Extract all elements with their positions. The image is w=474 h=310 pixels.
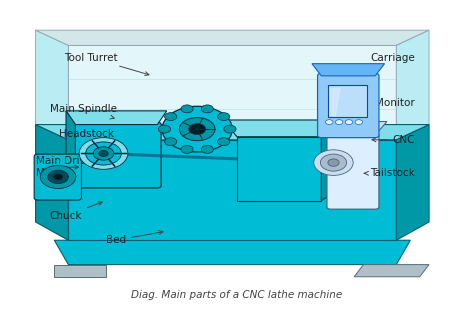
Circle shape bbox=[218, 113, 230, 121]
Polygon shape bbox=[36, 30, 429, 45]
Circle shape bbox=[99, 150, 108, 157]
Polygon shape bbox=[36, 30, 68, 140]
Circle shape bbox=[181, 105, 193, 113]
Polygon shape bbox=[237, 137, 321, 201]
Circle shape bbox=[189, 124, 206, 135]
Circle shape bbox=[345, 120, 353, 125]
Circle shape bbox=[320, 154, 346, 171]
Circle shape bbox=[179, 117, 215, 141]
Polygon shape bbox=[320, 122, 387, 135]
Polygon shape bbox=[36, 125, 68, 240]
Circle shape bbox=[181, 145, 193, 153]
Circle shape bbox=[218, 138, 230, 146]
Circle shape bbox=[86, 142, 121, 165]
Text: Bed: Bed bbox=[106, 231, 163, 245]
Polygon shape bbox=[36, 125, 429, 140]
Polygon shape bbox=[223, 120, 336, 137]
Text: Diag. Main parts of a CNC lathe machine: Diag. Main parts of a CNC lathe machine bbox=[131, 290, 343, 300]
Circle shape bbox=[40, 165, 76, 188]
FancyBboxPatch shape bbox=[318, 73, 379, 138]
Circle shape bbox=[201, 145, 213, 153]
Circle shape bbox=[336, 120, 343, 125]
Text: Main Spindle: Main Spindle bbox=[50, 104, 117, 119]
Polygon shape bbox=[312, 64, 384, 76]
Circle shape bbox=[158, 125, 171, 133]
Bar bbox=[328, 85, 367, 117]
Text: CNC: CNC bbox=[372, 135, 415, 145]
Circle shape bbox=[326, 120, 333, 125]
Polygon shape bbox=[68, 140, 396, 240]
Polygon shape bbox=[354, 265, 429, 277]
Polygon shape bbox=[55, 265, 106, 277]
Polygon shape bbox=[396, 125, 429, 240]
Circle shape bbox=[355, 120, 363, 125]
Circle shape bbox=[93, 147, 114, 160]
Circle shape bbox=[201, 105, 213, 113]
FancyBboxPatch shape bbox=[327, 133, 379, 209]
Circle shape bbox=[314, 150, 353, 175]
Polygon shape bbox=[396, 30, 429, 140]
Circle shape bbox=[164, 113, 177, 121]
Circle shape bbox=[224, 125, 236, 133]
FancyBboxPatch shape bbox=[34, 154, 82, 200]
Polygon shape bbox=[55, 240, 410, 265]
Polygon shape bbox=[66, 111, 167, 125]
FancyBboxPatch shape bbox=[72, 122, 161, 188]
Polygon shape bbox=[68, 45, 396, 140]
Polygon shape bbox=[66, 111, 75, 185]
Polygon shape bbox=[330, 89, 340, 116]
Text: Monitor: Monitor bbox=[367, 98, 415, 110]
Circle shape bbox=[54, 174, 63, 180]
Circle shape bbox=[328, 159, 339, 166]
Text: Main Drive
Motor: Main Drive Motor bbox=[36, 156, 91, 178]
Text: Headstock: Headstock bbox=[59, 129, 114, 144]
Text: Carriage: Carriage bbox=[358, 53, 415, 72]
Circle shape bbox=[164, 138, 177, 146]
Polygon shape bbox=[321, 120, 336, 201]
Circle shape bbox=[162, 106, 232, 152]
Circle shape bbox=[48, 170, 68, 184]
Text: Chuck: Chuck bbox=[50, 202, 102, 221]
Text: Tailstock: Tailstock bbox=[365, 168, 415, 178]
Text: Tool Turret: Tool Turret bbox=[64, 53, 149, 76]
Circle shape bbox=[79, 138, 128, 169]
